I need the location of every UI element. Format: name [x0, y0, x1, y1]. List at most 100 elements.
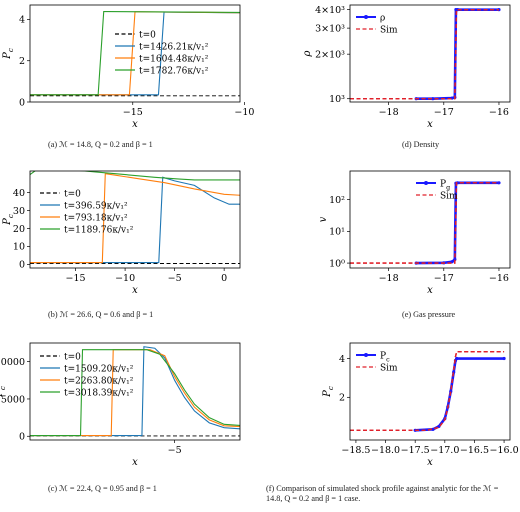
y-tick-label: 10²	[329, 195, 345, 206]
y-axis-label: Pc	[0, 386, 7, 398]
y-tick-label: 20	[13, 224, 25, 235]
x-tick-label: −15	[66, 273, 86, 284]
legend: ρ Sim	[356, 14, 398, 36]
legend-marker	[364, 15, 368, 19]
chart-c: −5 0 5000 10000 x Pc t=0 t=1509.20κ/v₁² t=2263.8…	[0, 342, 241, 468]
chart-d: −18 −17 −16 10³ 2×10³ 3×10³ 4×10³ x ρ ρ Sim	[302, 4, 511, 130]
x-tick-label: −15	[123, 107, 143, 118]
series-group	[30, 346, 240, 437]
x-axis-label: x	[132, 285, 138, 296]
x-axis-label: x	[427, 285, 433, 296]
legend-marker	[364, 353, 368, 357]
series-line-1	[30, 346, 240, 437]
x-tick-label: −5	[168, 273, 182, 284]
chart-a: −15 −10 0 2 4 x Pc t=0 t=1426.21κ/v₁² t=1604.48κ/…	[2, 4, 254, 130]
legend-label: t=1426.21κ/v₁²	[139, 43, 209, 53]
x-axis-label: x	[132, 119, 138, 130]
y-axis-label: ρ	[302, 50, 313, 57]
x-tick-label: −18.0	[371, 445, 400, 456]
y-axis-label: Pc	[322, 386, 335, 398]
x-tick-label: −16	[489, 107, 509, 118]
data-point	[502, 356, 506, 361]
data-point	[431, 97, 435, 101]
x-axis-label: x	[427, 457, 433, 468]
y-tick-label: 0	[19, 97, 25, 108]
plot-frame	[349, 4, 511, 103]
y-axis-label: v	[318, 216, 329, 222]
y-tick-label: 3×10³	[315, 23, 345, 34]
series-group	[350, 181, 501, 265]
x-tick-label: −16.5	[460, 445, 489, 456]
y-tick-label: 10	[13, 242, 25, 253]
legend-label: t=3018.39κ/v₁²	[64, 389, 134, 399]
series-group	[30, 11, 240, 97]
x-tick-label: 0	[221, 273, 227, 284]
legend-label: t=793.18κ/v₁²	[64, 214, 128, 224]
plot-frame	[29, 4, 241, 103]
x-tick-label: −18	[379, 107, 399, 118]
y-tick-label: 10³	[329, 94, 345, 105]
plot-frame	[349, 170, 511, 269]
y-tick-label: 4	[339, 354, 345, 365]
x-tick-label: −17	[434, 107, 454, 118]
x-axis-label: x	[427, 119, 433, 130]
series-line-3	[30, 171, 240, 181]
series-line-3	[30, 11, 240, 96]
series-line-overlay-1	[350, 8, 499, 100]
legend-label: t=0	[64, 353, 81, 363]
legend-marker	[424, 181, 428, 185]
legend-label: t=0	[64, 190, 81, 200]
legend-label: t=1509.20κ/v₁²	[64, 365, 134, 375]
series-line-2	[30, 349, 240, 437]
data-point	[455, 356, 459, 361]
y-axis-label: Pc	[2, 214, 15, 226]
legend-label: t=1782.76κ/v₁²	[139, 67, 209, 77]
legend-label: t=1604.48κ/v₁²	[139, 55, 209, 65]
x-tick-label: −17.5	[401, 445, 430, 456]
series-group	[350, 8, 501, 101]
y-tick-label: 2×10³	[315, 49, 345, 60]
chart-b: −15 −10 −5 0 0 10 20 30 40 x Pc t=0 t=396.59κ/v₁² t=7…	[2, 170, 241, 296]
data-point	[431, 427, 435, 431]
x-tick-label: −18.5	[341, 445, 370, 456]
y-tick-label: 0	[19, 260, 25, 271]
legend-label: Pc	[380, 352, 390, 364]
legend-label: ρ	[380, 14, 385, 24]
y-tick-label: 2	[19, 56, 25, 67]
series-line-0	[415, 357, 505, 432]
legend: t=0 t=1509.20κ/v₁² t=2263.80κ/v₁² t=3018.39…	[40, 353, 134, 399]
y-tick-label: 10¹	[329, 227, 345, 238]
x-tick-label: −17	[434, 273, 454, 284]
legend-label: t=0	[139, 31, 156, 41]
caption-e: (e) Gas pressure	[402, 310, 456, 319]
series-line-1	[350, 351, 505, 431]
y-tick-label: 2	[339, 393, 345, 404]
x-tick-label: −18	[379, 273, 399, 284]
legend-label: Sim	[380, 364, 398, 374]
caption-c: (c) ℳ = 22.4, Q = 0.95 and β = 1	[48, 484, 157, 493]
legend-label: Sim	[380, 26, 398, 36]
y-tick-label: 40	[13, 188, 25, 199]
legend-label: t=2263.80κ/v₁²	[64, 377, 134, 387]
legend-label: t=1189.76κ/v₁²	[64, 226, 134, 236]
y-axis-label: Pc	[2, 48, 15, 60]
series-line-2	[30, 11, 240, 96]
x-tick-label: −17.0	[430, 445, 459, 456]
y-tick-label: 30	[13, 206, 25, 217]
series-line-3	[30, 349, 240, 437]
y-tick-label: 0	[19, 432, 25, 443]
y-tick-label: 5000	[1, 394, 25, 405]
x-tick-label: −10	[234, 107, 254, 118]
series-line-1	[350, 8, 499, 100]
legend: t=0 t=1426.21κ/v₁² t=1604.48κ/v₁² t=1782.76…	[115, 31, 209, 77]
series-line-2	[30, 173, 240, 264]
y-tick-label: 10⁰	[329, 258, 345, 269]
legend-label: Sim	[440, 192, 458, 202]
caption-f: (f) Comparison of simulated shock profil…	[266, 484, 499, 493]
y-tick-label: 4	[19, 15, 25, 26]
series-line-overlay-1	[350, 182, 499, 264]
